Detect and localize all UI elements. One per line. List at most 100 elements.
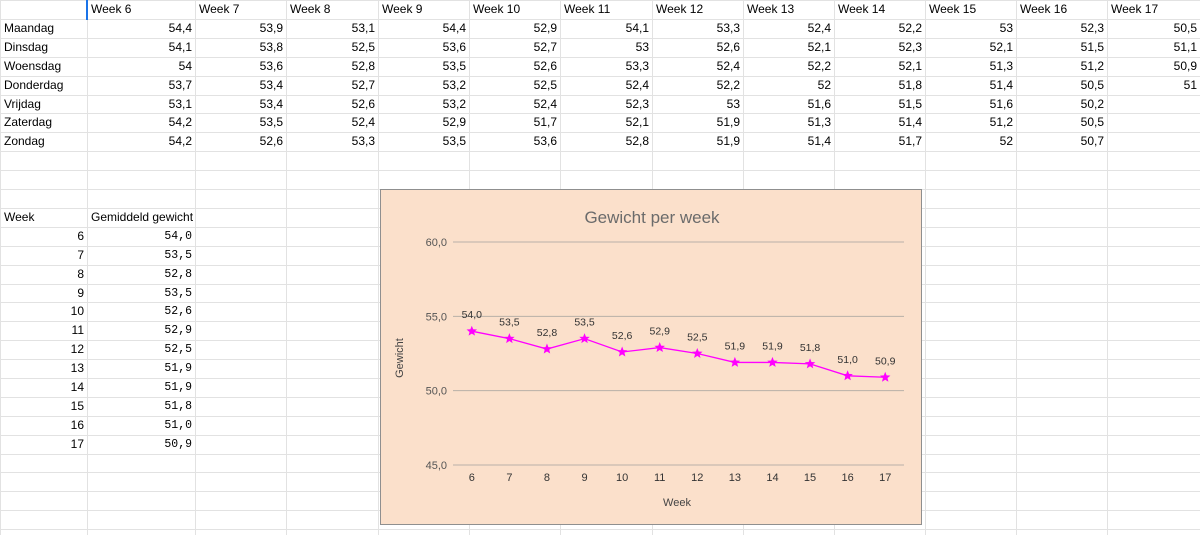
summary-avg-cell[interactable]: 51,0	[164, 419, 192, 432]
summary-week-cell[interactable]: 17	[70, 437, 84, 451]
table-cell[interactable]: 51,2	[1080, 59, 1104, 73]
table-cell[interactable]: 52,6	[716, 40, 740, 54]
table-cell[interactable]: 52,9	[533, 21, 557, 35]
table-cell[interactable]: 53,3	[351, 134, 375, 148]
table-cell[interactable]: 51,2	[989, 115, 1013, 129]
table-cell[interactable]: 52,2	[807, 59, 831, 73]
table-cell[interactable]: 52,7	[533, 40, 557, 54]
table-cell[interactable]: 53,9	[259, 21, 283, 35]
table-cell[interactable]: 53,1	[351, 21, 375, 35]
table-cell[interactable]: 53,8	[259, 40, 283, 54]
row-label-day[interactable]: Vrijdag	[4, 97, 41, 111]
table-cell[interactable]: 52,1	[625, 115, 649, 129]
table-cell[interactable]: 52,1	[898, 59, 922, 73]
table-cell[interactable]	[1108, 95, 1200, 114]
table-cell[interactable]: 54,2	[168, 115, 192, 129]
summary-avg-cell[interactable]: 52,9	[164, 324, 192, 337]
table-cell[interactable]: 53,4	[259, 78, 283, 92]
table-cell[interactable]: 50,9	[1173, 59, 1197, 73]
column-header-week[interactable]: Week 12	[656, 2, 704, 16]
summary-week-cell[interactable]: 12	[70, 342, 84, 356]
summary-header-week[interactable]: Week	[4, 210, 35, 224]
row-label-day[interactable]: Zaterdag	[4, 115, 53, 129]
table-cell[interactable]: 54,1	[625, 21, 649, 35]
summary-avg-cell[interactable]: 52,8	[164, 268, 192, 281]
summary-avg-cell[interactable]: 50,9	[164, 438, 192, 451]
table-cell[interactable]: 53,2	[442, 78, 466, 92]
table-cell[interactable]: 50,7	[1080, 134, 1104, 148]
summary-avg-cell[interactable]: 51,9	[164, 381, 192, 394]
summary-week-cell[interactable]: 9	[77, 286, 84, 300]
column-header-week[interactable]: Week 14	[838, 2, 886, 16]
table-cell[interactable]: 52,1	[989, 40, 1013, 54]
table-cell[interactable]: 53,6	[533, 134, 557, 148]
summary-avg-cell[interactable]: 51,9	[164, 362, 192, 375]
summary-avg-cell[interactable]: 52,6	[164, 305, 192, 318]
summary-avg-cell[interactable]: 51,8	[164, 400, 192, 413]
summary-week-cell[interactable]: 14	[70, 380, 84, 394]
table-cell[interactable]: 51,4	[989, 78, 1013, 92]
table-cell[interactable]: 51,3	[989, 59, 1013, 73]
table-cell[interactable]: 53	[726, 97, 740, 111]
table-cell[interactable]: 52,3	[625, 97, 649, 111]
table-cell[interactable]: 51,1	[1173, 40, 1197, 54]
table-cell[interactable]: 54,4	[168, 21, 192, 35]
table-cell[interactable]: 54,4	[442, 21, 466, 35]
column-header-week[interactable]: Week 13	[747, 2, 795, 16]
table-cell[interactable]: 53,3	[625, 59, 649, 73]
row-label-day[interactable]: Woensdag	[4, 59, 62, 73]
table-cell[interactable]: 50,5	[1080, 78, 1104, 92]
table-cell[interactable]: 52,3	[898, 40, 922, 54]
column-header-week[interactable]: Week 17	[1111, 2, 1159, 16]
table-cell[interactable]: 52,4	[351, 115, 375, 129]
summary-week-cell[interactable]: 8	[77, 267, 84, 281]
table-cell[interactable]: 51,9	[716, 115, 740, 129]
summary-week-cell[interactable]: 11	[71, 323, 84, 337]
table-cell[interactable]: 52,6	[533, 59, 557, 73]
table-cell[interactable]: 52,4	[533, 97, 557, 111]
table-cell[interactable]: 53	[999, 21, 1013, 35]
table-cell[interactable]: 53,2	[442, 97, 466, 111]
table-cell[interactable]: 54,1	[168, 40, 192, 54]
table-cell[interactable]: 53,6	[442, 40, 466, 54]
table-cell[interactable]: 53,3	[716, 21, 740, 35]
table-cell[interactable]: 54,2	[168, 134, 192, 148]
summary-week-cell[interactable]: 7	[77, 248, 84, 262]
table-cell[interactable]: 53,7	[168, 78, 192, 92]
table-cell[interactable]: 51,4	[898, 115, 922, 129]
column-header-week[interactable]: Week 8	[290, 2, 331, 16]
table-cell[interactable]: 51,6	[989, 97, 1013, 111]
table-cell[interactable]: 51,3	[807, 115, 831, 129]
table-cell[interactable]: 52,6	[259, 134, 283, 148]
table-cell[interactable]: 50,5	[1173, 21, 1197, 35]
table-cell[interactable]: 53,5	[442, 134, 466, 148]
row-label-day[interactable]: Donderdag	[4, 78, 64, 92]
table-cell[interactable]	[1108, 132, 1200, 151]
table-cell[interactable]: 52,4	[716, 59, 740, 73]
table-cell[interactable]: 51	[1183, 78, 1197, 92]
table-cell[interactable]: 52	[817, 78, 831, 92]
table-cell[interactable]: 52,1	[807, 40, 831, 54]
table-cell[interactable]: 53,1	[168, 97, 192, 111]
column-header-week[interactable]: Week 16	[1020, 2, 1068, 16]
row-label-day[interactable]: Zondag	[4, 134, 45, 148]
table-cell[interactable]: 50,2	[1080, 97, 1104, 111]
table-cell[interactable]: 52,4	[625, 78, 649, 92]
column-header-week[interactable]: Week 15	[929, 2, 977, 16]
table-cell[interactable]: 53,4	[259, 97, 283, 111]
column-header-week[interactable]: Week 6	[91, 2, 132, 16]
table-cell[interactable]: 52	[999, 134, 1013, 148]
summary-week-cell[interactable]: 15	[70, 399, 84, 413]
summary-avg-cell[interactable]: 54,0	[164, 230, 192, 243]
column-header-week[interactable]: Week 9	[382, 2, 423, 16]
table-cell[interactable]: 51,7	[533, 115, 557, 129]
summary-avg-cell[interactable]: 53,5	[164, 249, 192, 262]
table-cell[interactable]: 53	[635, 40, 649, 54]
table-cell[interactable]: 52,8	[625, 134, 649, 148]
table-cell[interactable]: 51,6	[807, 97, 831, 111]
table-cell[interactable]: 52,7	[351, 78, 375, 92]
row-label-day[interactable]: Dinsdag	[4, 40, 49, 54]
table-cell[interactable]: 52,9	[442, 115, 466, 129]
table-cell[interactable]: 53,6	[259, 59, 283, 73]
table-cell[interactable]: 53,5	[259, 115, 283, 129]
